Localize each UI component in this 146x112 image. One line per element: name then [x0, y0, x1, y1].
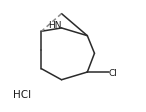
Text: HN: HN [48, 21, 61, 30]
Text: HCl: HCl [13, 89, 31, 99]
Text: Cl: Cl [109, 68, 118, 77]
